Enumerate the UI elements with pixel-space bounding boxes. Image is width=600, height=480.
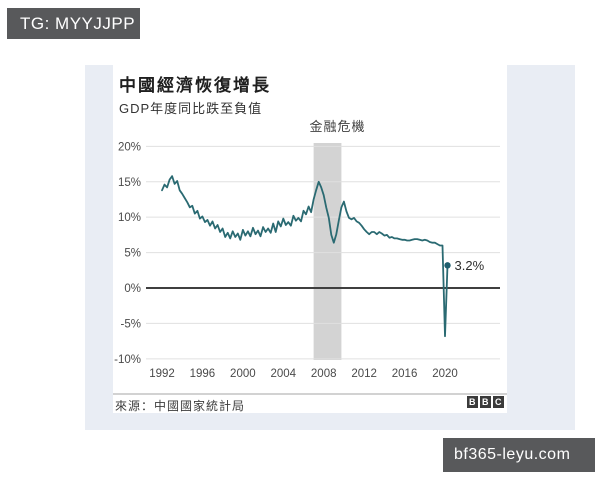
gdp-chart-plot: 金融危機 20% 15% 10% 5% 0% -5% -10% 1992 1996 2000 2004… <box>113 119 507 395</box>
y-tick-label: 20% <box>118 141 141 153</box>
bottom-watermark-text: bf365-leyu.com <box>454 446 571 463</box>
end-point-label: 3.2% <box>455 258 485 273</box>
chart-source: 來源：中國國家統計局 <box>115 399 246 413</box>
bottom-watermark-badge: bf365-leyu.com <box>443 438 595 472</box>
x-tick-label: 2000 <box>230 368 256 380</box>
crisis-band <box>313 143 342 360</box>
top-watermark-text: TG: MYYJJPP <box>20 13 136 33</box>
y-tick-label: -5% <box>121 318 141 330</box>
y-tick-label: 10% <box>118 212 141 224</box>
y-tick-label: 0% <box>124 283 141 295</box>
bbc-logo: B B C <box>466 396 504 408</box>
chart-title: 中國經濟恢復增長 <box>119 76 271 95</box>
bbc-logo-letter: B <box>466 396 478 408</box>
x-tick-label: 2004 <box>270 368 296 380</box>
y-tick-label: 5% <box>124 248 141 260</box>
y-tick-label: -10% <box>114 354 141 366</box>
chart-subtitle: GDP年度同比跌至負值 <box>119 101 263 116</box>
gdp-line <box>161 175 449 338</box>
x-tick-label: 2020 <box>432 368 458 380</box>
x-tick-label: 1992 <box>149 368 175 380</box>
x-tick-label: 2012 <box>351 368 377 380</box>
article-image-panel: 金融危機 20% 15% 10% 5% 0% -5% -10% 1992 1996 2000 2004… <box>85 65 575 430</box>
y-tick-label: 15% <box>118 177 141 189</box>
bbc-logo-letter: B <box>479 396 491 408</box>
x-tick-label: 1996 <box>190 368 216 380</box>
crisis-band-label: 金融危機 <box>309 119 365 134</box>
top-watermark-badge: TG: MYYJJPP <box>7 8 140 39</box>
x-tick-label: 2016 <box>392 368 418 380</box>
chart-card: 金融危機 20% 15% 10% 5% 0% -5% -10% 1992 1996 2000 2004… <box>113 65 507 413</box>
bbc-logo-letter: C <box>492 396 504 408</box>
x-tick-label: 2008 <box>311 368 337 380</box>
end-point-dot <box>444 262 451 269</box>
